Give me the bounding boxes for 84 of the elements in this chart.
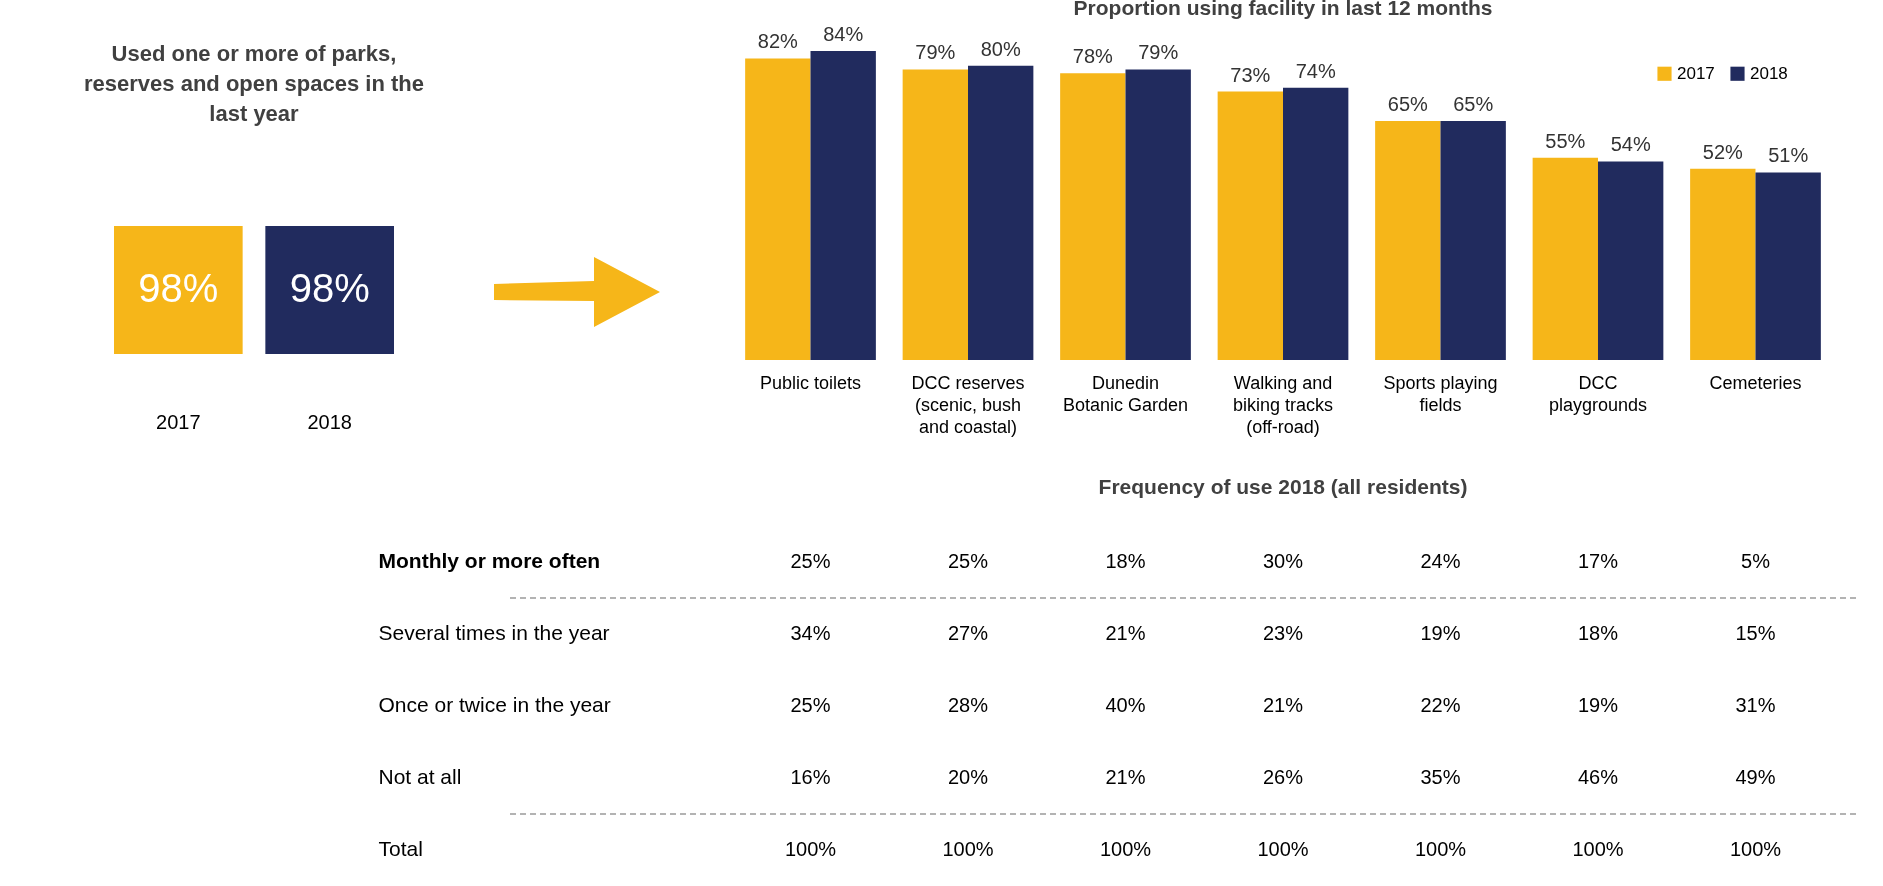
legend-label: 2018: [1750, 63, 1788, 83]
y-tick-label: Once or twice in the year: [378, 693, 611, 716]
x-tick-label: DCC reserves (scenic, bush and coastal): [911, 372, 1025, 437]
data-label: 54%: [1610, 133, 1651, 156]
bar: [1283, 87, 1349, 360]
data-label: 79%: [915, 41, 956, 64]
data-label: 98%: [138, 266, 219, 310]
data-label: 78%: [1072, 45, 1114, 68]
data-label: 65%: [1387, 92, 1429, 115]
data-label: 49%: [1735, 766, 1776, 788]
data-label: 23%: [1262, 622, 1304, 644]
bar: [1690, 168, 1756, 360]
data-label: 21%: [1262, 694, 1304, 716]
x-tick-label: Cemeteries: [1709, 372, 1802, 393]
category-label: 2018: [307, 410, 352, 433]
data-label: 25%: [790, 550, 831, 572]
bar: [1532, 157, 1598, 360]
data-label: 15%: [1735, 622, 1776, 644]
bar: [1060, 73, 1126, 360]
data-label: 16%: [790, 766, 831, 788]
data-label: 21%: [1105, 766, 1146, 788]
bar: [968, 65, 1034, 360]
x-tick-label: Dunedin Botanic Garden: [1062, 372, 1189, 415]
data-label: 52%: [1702, 140, 1744, 163]
data-label: 21%: [1105, 622, 1146, 644]
data-label: 31%: [1735, 694, 1776, 716]
y-tick-label: Several times in the year: [378, 621, 610, 644]
data-label: 22%: [1420, 694, 1461, 716]
data-label: 100%: [1729, 838, 1782, 860]
data-label: 100%: [1572, 838, 1624, 860]
bar: [1597, 161, 1664, 360]
bar: [1375, 120, 1441, 360]
data-label: 46%: [1577, 766, 1619, 788]
data-label: 34%: [790, 622, 831, 644]
data-label: 100%: [942, 838, 994, 860]
chart-title: Proportion using facility in last 12 months: [1073, 0, 1493, 20]
data-label: 26%: [1262, 766, 1304, 788]
bar: [745, 58, 811, 360]
data-label: 73%: [1230, 63, 1271, 86]
bar: [902, 69, 969, 360]
data-label: 18%: [1105, 550, 1146, 572]
data-label: 82%: [757, 30, 799, 53]
data-label: 79%: [1138, 41, 1179, 64]
data-label: 20%: [947, 766, 989, 788]
bar: [1217, 91, 1283, 360]
data-label: 40%: [1105, 694, 1146, 716]
x-tick-label: Public toilets: [759, 372, 862, 393]
bar: [1440, 120, 1506, 360]
data-label: 19%: [1577, 694, 1619, 716]
data-label: 25%: [790, 694, 831, 716]
data-label: 25%: [947, 550, 989, 572]
x-tick-label: Sports playing fields: [1383, 372, 1498, 415]
y-tick-label: Total: [378, 837, 423, 860]
data-label: 100%: [1414, 838, 1467, 860]
text: Used one or more of parks, reserves and open spaces in the last year: [84, 41, 424, 126]
data-label: 100%: [1099, 838, 1152, 860]
data-label: 74%: [1295, 59, 1336, 82]
x-tick-label: Walking and biking tracks (off-road): [1232, 372, 1334, 437]
data-label: 98%: [289, 266, 370, 310]
category-label: 2017: [156, 410, 201, 433]
data-label: 65%: [1453, 92, 1494, 115]
data-label: 30%: [1262, 550, 1304, 572]
legend-label: 2017: [1677, 63, 1715, 83]
data-label: 55%: [1545, 129, 1586, 152]
data-label: 100%: [1257, 838, 1309, 860]
data-label: 35%: [1420, 766, 1461, 788]
data-label: 84%: [823, 23, 864, 46]
data-label: 100%: [784, 838, 837, 860]
x-tick-label: DCC playgrounds: [1548, 372, 1648, 415]
y-tick-label: Not at all: [378, 765, 462, 788]
data-label: 17%: [1577, 550, 1619, 572]
bar: [810, 51, 876, 360]
chart-title: Frequency of use 2018 (all residents): [1098, 475, 1468, 498]
data-label: 27%: [947, 622, 989, 644]
data-label: 5%: [1741, 550, 1771, 572]
data-label: 24%: [1420, 550, 1461, 572]
data-label: 28%: [947, 694, 989, 716]
data-label: 51%: [1768, 144, 1809, 167]
data-label: 18%: [1577, 622, 1619, 644]
bar: [1755, 172, 1821, 360]
y-tick-label: Monthly or more often: [378, 549, 601, 572]
bar: [1125, 69, 1191, 360]
data-label: 19%: [1420, 622, 1461, 644]
data-label: 80%: [980, 37, 1021, 60]
